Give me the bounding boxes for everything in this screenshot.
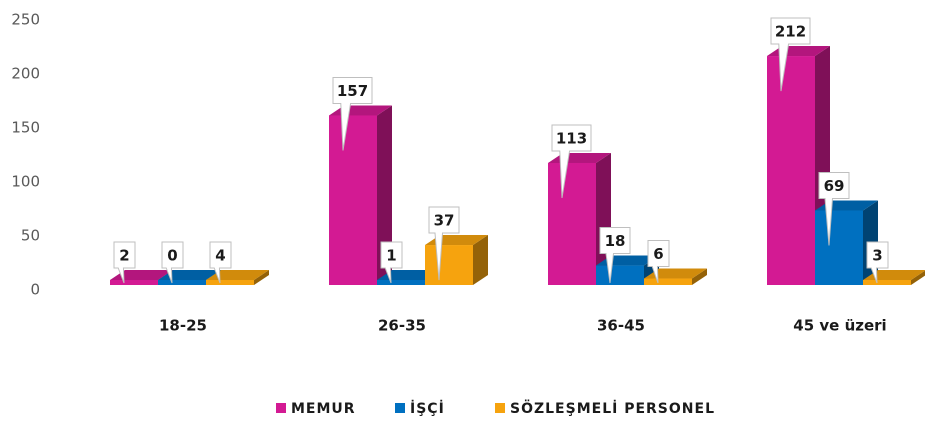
data-label-callout (113, 241, 136, 284)
data-label-callout (599, 227, 631, 284)
legend-swatch (276, 403, 286, 413)
bar-side (473, 235, 488, 285)
bar-front (548, 162, 596, 285)
bar (863, 270, 925, 285)
y-tick-label: 0 (30, 281, 40, 299)
y-tick-label: 200 (11, 65, 40, 83)
data-label: 0 (167, 247, 177, 265)
legend-swatch (495, 403, 505, 413)
bar-front (863, 280, 911, 285)
y-tick-label: 150 (11, 119, 40, 137)
legend-label: MEMUR (291, 401, 356, 417)
bar-front (206, 280, 254, 285)
legend-swatch (395, 403, 405, 413)
x-tick-label: 45 ve üzeri (793, 317, 886, 335)
data-label: 1 (386, 247, 396, 265)
legend-label: İŞÇİ (410, 400, 445, 417)
data-label-callout (770, 17, 811, 92)
data-label: 2 (119, 247, 129, 265)
bar-front (815, 210, 863, 285)
bar-front (158, 280, 206, 285)
data-label: 3 (872, 247, 882, 265)
x-tick-label: 36-45 (597, 317, 645, 335)
bar (425, 235, 488, 285)
bar (206, 270, 269, 285)
x-tick-label: 26-35 (378, 317, 426, 335)
data-label: 113 (556, 129, 587, 147)
data-label-callout (332, 76, 373, 151)
data-label: 69 (824, 177, 845, 195)
data-label: 4 (215, 247, 225, 265)
bar-top (377, 270, 440, 280)
data-label: 157 (337, 82, 368, 100)
bar-side (692, 268, 707, 285)
bar-top (158, 270, 221, 280)
x-tick-label: 18-25 (159, 317, 207, 335)
bar-side (254, 270, 269, 285)
bar-front (329, 115, 377, 285)
data-label-callout (551, 124, 592, 199)
bar-front (596, 265, 644, 285)
bar-top (206, 270, 269, 280)
y-tick-label: 50 (21, 227, 40, 245)
data-label: 6 (653, 245, 663, 263)
bar-side (911, 270, 925, 285)
bar-front (425, 245, 473, 285)
data-label: 37 (434, 212, 455, 230)
bar (815, 200, 878, 285)
data-label-callout (161, 241, 184, 284)
bar-front (377, 280, 425, 285)
data-label-callout (647, 240, 670, 284)
legend-label: SÖZLEŞMELİ PERSONEL (510, 399, 715, 417)
data-label: 212 (775, 23, 806, 41)
bar-side (377, 105, 392, 285)
bar (644, 268, 707, 285)
data-label-callout (428, 206, 460, 281)
data-label: 18 (605, 232, 626, 250)
data-label-callout (209, 241, 232, 284)
bar-front (767, 56, 815, 285)
data-label-callout (818, 171, 850, 246)
data-label-callout (380, 241, 403, 284)
y-tick-label: 250 (11, 11, 40, 29)
bar-top (110, 270, 173, 280)
bar-front (110, 280, 158, 285)
bar-top (644, 268, 707, 279)
y-tick-label: 100 (11, 173, 40, 191)
bar-front (644, 278, 692, 285)
data-label-callout (866, 241, 889, 284)
bar-top (863, 270, 925, 280)
